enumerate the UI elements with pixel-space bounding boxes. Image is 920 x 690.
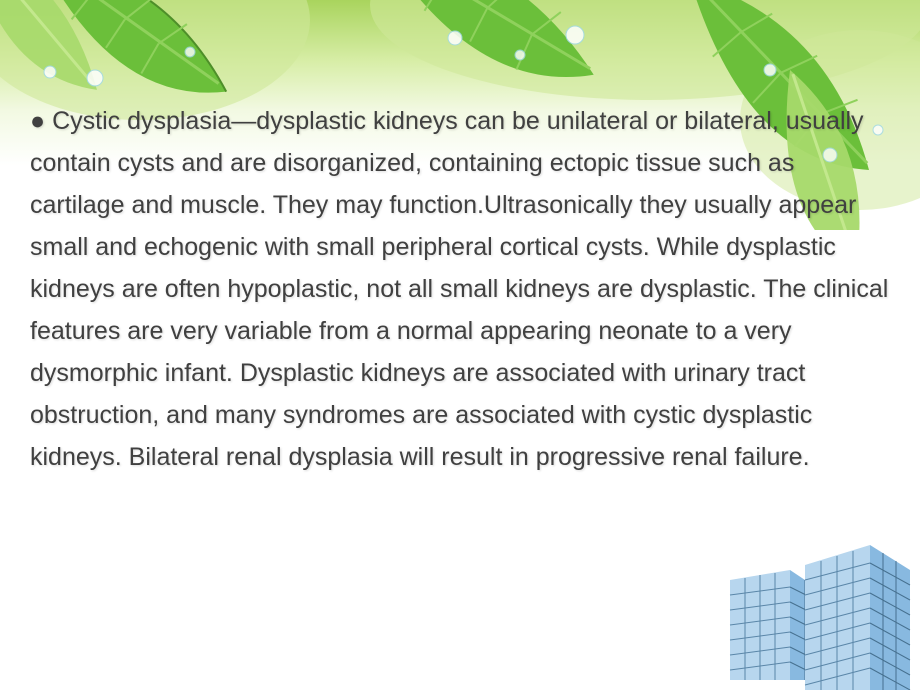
body-text-content: Cystic dysplasia—dysplastic kidneys can … (30, 107, 888, 471)
slide-text-area: ● Cystic dysplasia—dysplastic kidneys ca… (30, 100, 890, 478)
body-paragraph: ● Cystic dysplasia—dysplastic kidneys ca… (30, 100, 890, 478)
bullet: ● (30, 107, 45, 135)
slide-container: ● Cystic dysplasia—dysplastic kidneys ca… (0, 0, 920, 690)
building-decoration (700, 540, 920, 690)
